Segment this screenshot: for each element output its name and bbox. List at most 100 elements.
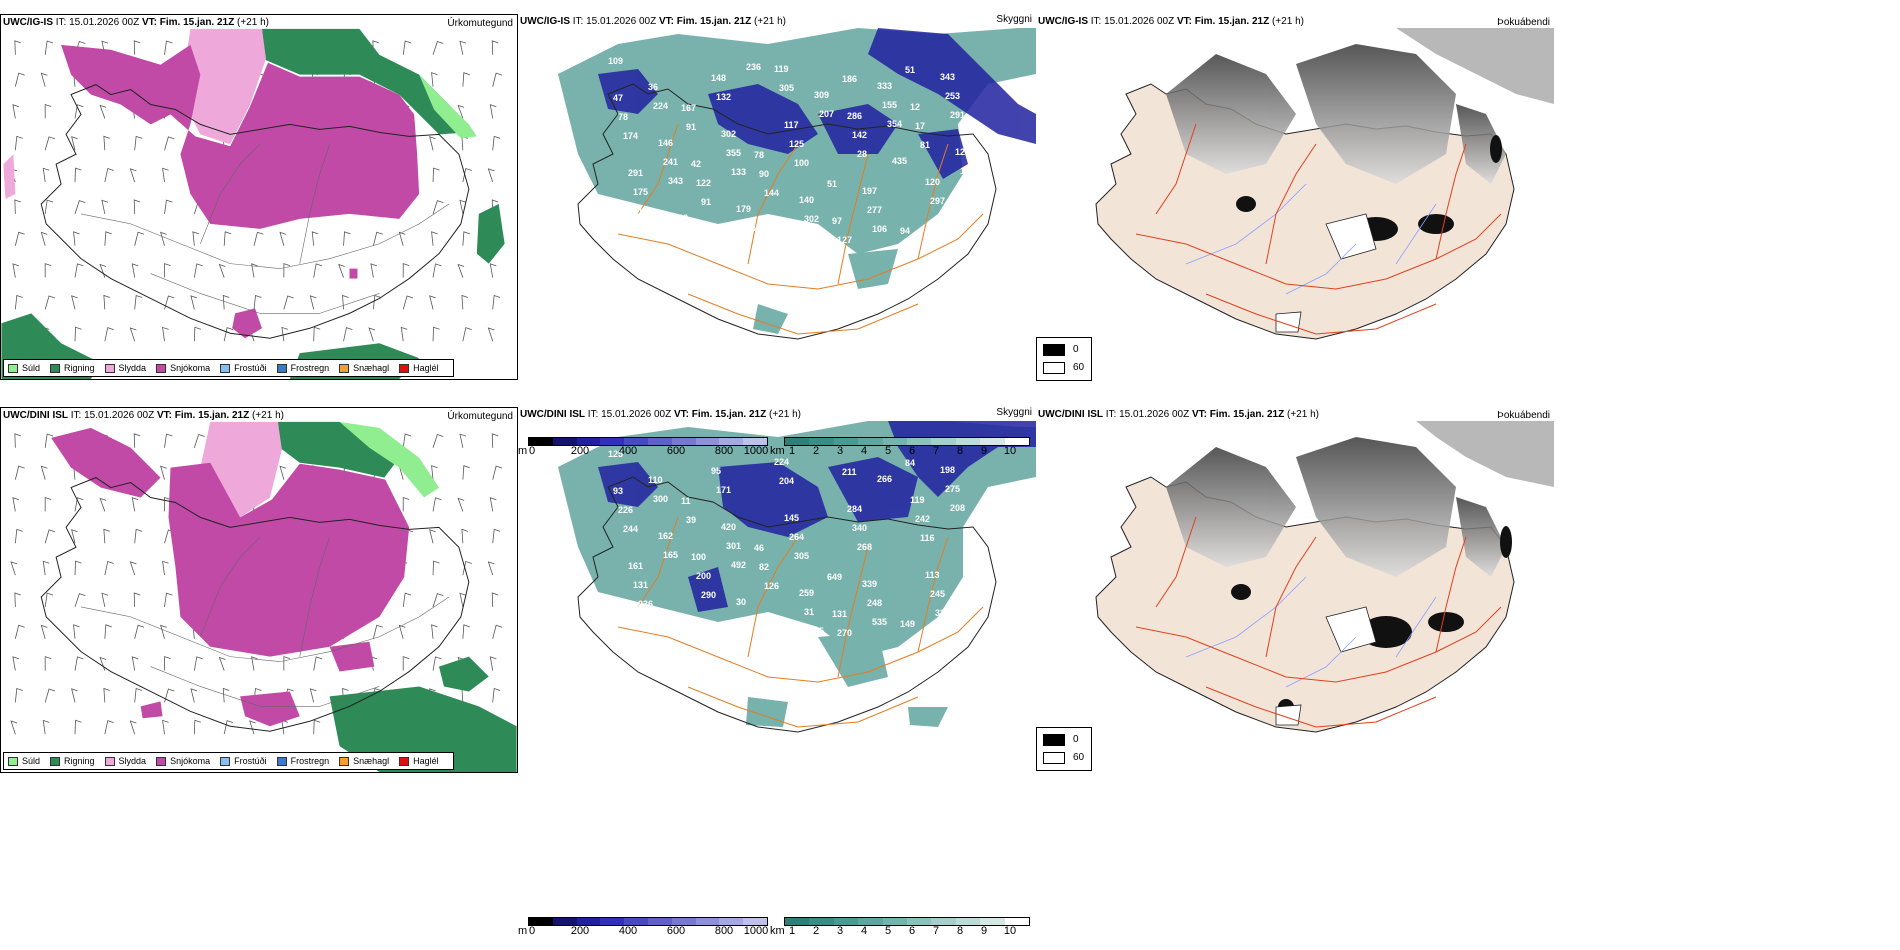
visibility-value-label: 91 xyxy=(686,122,696,132)
wind-barb xyxy=(44,40,54,55)
model-name: UWC/IG-IS xyxy=(520,16,570,27)
colorbar-segment xyxy=(907,438,932,445)
visibility-value-label: 301 xyxy=(726,541,741,551)
wind-barb xyxy=(487,561,495,576)
wind-barb xyxy=(402,592,412,607)
wind-barb xyxy=(99,104,107,119)
wind-barb xyxy=(129,561,137,576)
height-tick: 400 xyxy=(618,925,638,937)
wind-barb xyxy=(283,263,290,278)
colorbar-segment xyxy=(980,918,1005,925)
wind-barb xyxy=(44,433,54,448)
visibility-value-label: 340 xyxy=(852,523,867,533)
height-tick: 200 xyxy=(570,445,590,457)
wind-barb xyxy=(74,326,82,342)
wind-barb xyxy=(14,465,25,480)
visibility-value-label: 175 xyxy=(633,187,648,197)
wind-barb xyxy=(10,561,18,576)
wind-barb xyxy=(313,263,323,278)
wind-barb xyxy=(223,327,234,342)
visibility-value-label: 492 xyxy=(731,560,746,570)
wind-barb xyxy=(131,656,139,671)
height-unit: m xyxy=(518,445,528,457)
wind-barb xyxy=(44,103,52,119)
field-name-visibility-bottom: Skyggni xyxy=(996,407,1032,418)
wind-barb xyxy=(193,263,203,278)
wind-barb xyxy=(99,497,107,512)
visibility-value-label: 97 xyxy=(832,216,842,226)
wind-barb xyxy=(104,560,114,576)
lead-time: (+21 h) xyxy=(237,17,269,28)
colorbar-segment xyxy=(719,918,744,925)
visibility-value-label: 355 xyxy=(809,626,824,636)
fog-dark-areas xyxy=(1166,437,1506,577)
wind-barb xyxy=(103,528,110,544)
wind-barb xyxy=(74,656,84,671)
iceland-outline xyxy=(40,477,470,732)
wind-barb xyxy=(492,72,503,87)
visibility-value-label: 236 xyxy=(638,599,653,609)
wind-barb xyxy=(492,295,501,310)
wind-barb xyxy=(73,231,80,246)
visibility-value-label: 161 xyxy=(706,234,721,244)
wind-barb xyxy=(400,326,408,342)
colorbar-segment xyxy=(529,918,553,925)
visibility-value-label: 253 xyxy=(945,91,960,101)
model-name: UWC/DINI ISL xyxy=(1038,409,1103,420)
wind-barb xyxy=(462,327,472,342)
visibility-value-label: 119 xyxy=(910,495,925,505)
height-tick: 0 xyxy=(528,925,536,937)
wind-barb xyxy=(279,231,287,246)
snow-areas xyxy=(51,427,410,727)
visibility-tick: 6 xyxy=(908,925,916,937)
wind-barb xyxy=(44,656,52,671)
wind-barb xyxy=(432,41,444,55)
visibility-value-label: 109 xyxy=(608,56,623,66)
wind-barb xyxy=(40,465,48,480)
wind-barb xyxy=(14,624,25,639)
visibility-tick: 6 xyxy=(908,445,916,457)
swatch xyxy=(220,756,231,766)
colorbar-segment xyxy=(576,438,601,445)
legend-label: Haglél xyxy=(413,363,439,373)
wind-barb xyxy=(104,327,114,342)
visibility-value-label: 264 xyxy=(789,532,804,542)
visibility-value-label: 286 xyxy=(847,111,862,121)
legend-item-freezing-drizzle: Frostúði xyxy=(220,363,267,373)
visibility-value-label: 266 xyxy=(877,474,892,484)
visibility-value-label: 155 xyxy=(882,100,897,110)
wind-barb xyxy=(462,560,472,576)
wind-barb xyxy=(160,624,167,639)
wind-barb xyxy=(10,720,18,735)
model-name: UWC/DINI ISL xyxy=(3,410,68,421)
wind-barb xyxy=(432,167,440,183)
colorbar-segment xyxy=(882,438,908,445)
visibility-value-label: 174 xyxy=(623,131,638,141)
visibility-value-label: 78 xyxy=(754,150,764,160)
wind-barb xyxy=(249,720,256,735)
wind-barb xyxy=(134,231,145,246)
wind-barb xyxy=(279,465,287,480)
visibility-value-label: 162 xyxy=(658,531,673,541)
height-unit: m xyxy=(518,925,528,937)
wind-barb xyxy=(44,688,56,703)
wind-barb xyxy=(368,327,376,342)
visibility-value-label: 535 xyxy=(872,617,887,627)
wind-barb xyxy=(14,231,25,246)
swatch xyxy=(8,363,18,373)
visibility-value-label: 300 xyxy=(653,494,668,504)
wind-barb xyxy=(253,231,264,246)
wind-barb xyxy=(14,295,23,310)
it-value: 15.01.2026 00Z xyxy=(84,410,155,421)
vt-value: Fim. 15.jan. 21Z xyxy=(1209,409,1285,420)
fog-high-label: 60 xyxy=(1073,752,1085,763)
legend-item-snow-pellets: Snæhagl xyxy=(339,756,389,766)
visibility-tick: 10 xyxy=(1003,925,1017,937)
swatch xyxy=(276,363,287,373)
visibility-colorbar-bottom: km 1 2 3 4 5 6 7 8 9 10 xyxy=(770,917,1030,939)
visibility-value-label: 290 xyxy=(701,590,716,600)
colorbar-segment xyxy=(931,438,956,445)
legend-item-freezing-rain: Frostregn xyxy=(276,756,329,766)
visibility-tick: 1 xyxy=(788,445,796,457)
visibility-value-label: 242 xyxy=(915,514,930,524)
